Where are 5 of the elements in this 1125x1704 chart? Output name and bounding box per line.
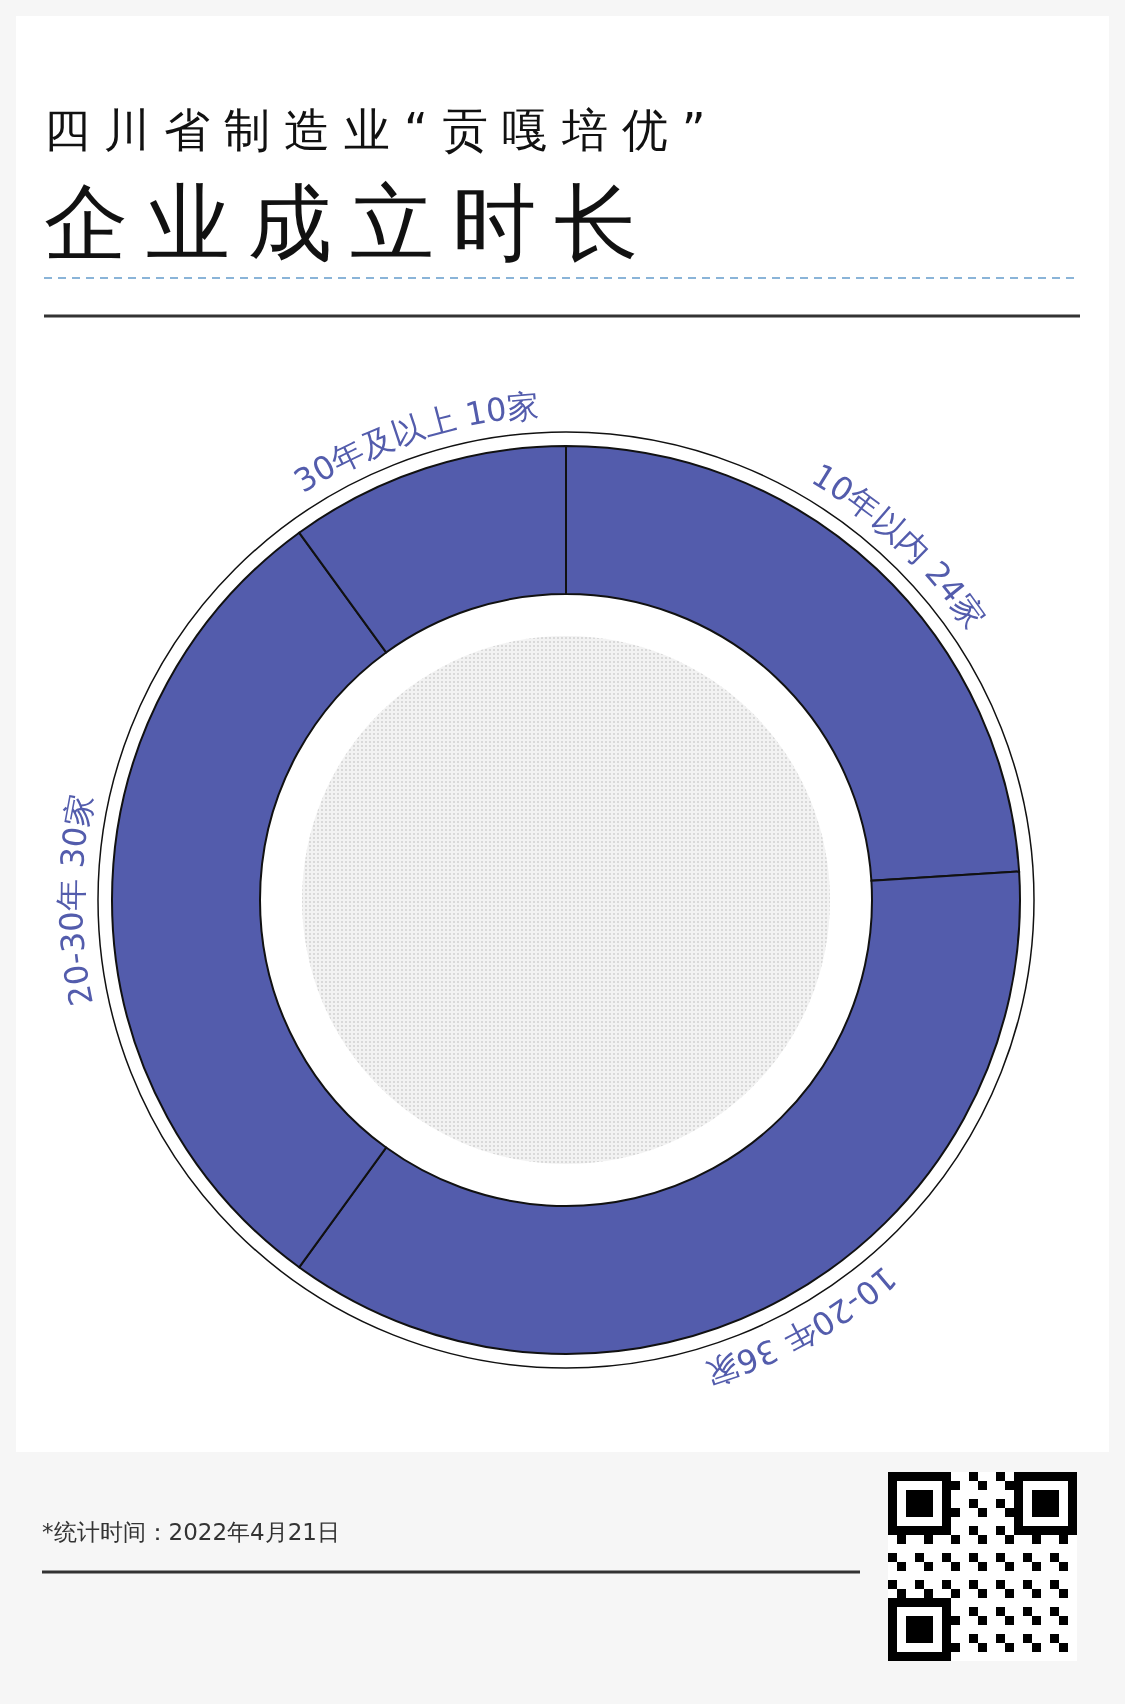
text: *统计时间：2022年4月21日 [42, 1519, 340, 1545]
slice-label: 30年及以上 10家 [287, 386, 541, 501]
chart-subtitle: 企业成立时长 [44, 174, 656, 272]
slice-label: 10年以内 24家 [805, 456, 993, 636]
chart-title: 四川省制造业“贡嘎培优” [44, 103, 720, 157]
